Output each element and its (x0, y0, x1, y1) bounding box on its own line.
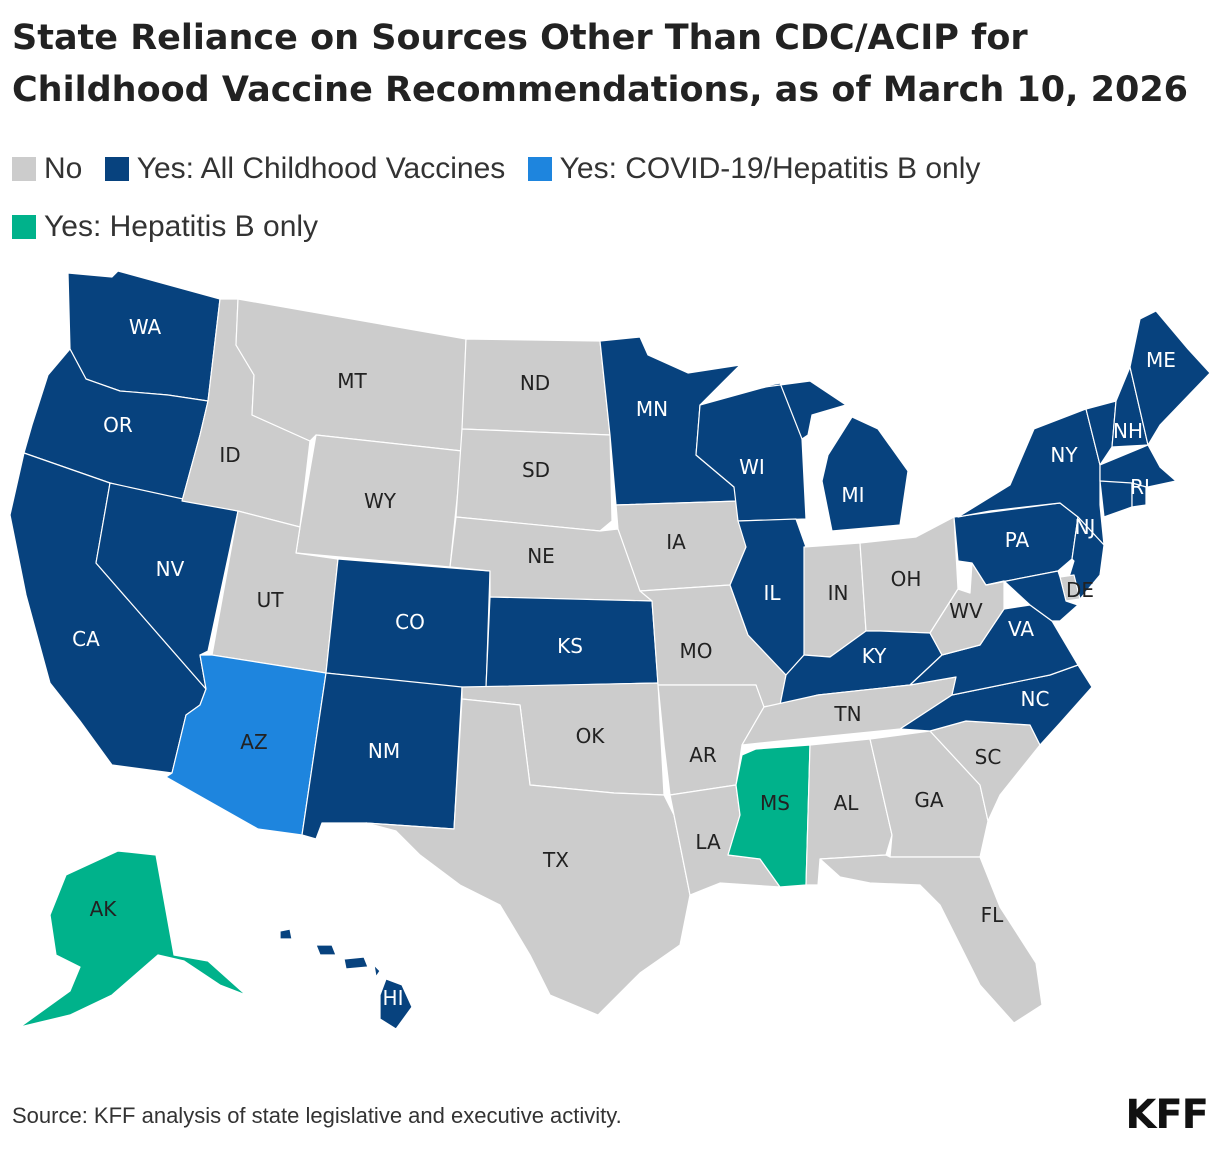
state-TX[interactable] (365, 698, 691, 1016)
state-label-WV: WV (949, 599, 983, 623)
state-label-MN: MN (636, 397, 668, 421)
state-label-FL: FL (981, 903, 1005, 927)
legend-swatch-hepb-only (12, 215, 36, 239)
state-MI[interactable] (749, 380, 909, 532)
state-label-MI: MI (841, 483, 864, 507)
state-label-KY: KY (862, 644, 887, 668)
legend-label-hepb-only: Yes: Hepatitis B only (44, 210, 319, 243)
state-CT[interactable] (1099, 480, 1133, 518)
state-label-MT: MT (337, 369, 367, 393)
state-NY[interactable] (957, 408, 1105, 546)
state-label-IN: IN (828, 581, 849, 605)
legend: No Yes: All Childhood Vaccines Yes: COVI… (12, 140, 1202, 256)
state-label-MO: MO (680, 639, 713, 663)
state-label-LA: LA (695, 830, 721, 854)
state-label-ND: ND (520, 371, 550, 395)
state-label-RI: RI (1130, 475, 1150, 499)
legend-label-all-vaccines: Yes: All Childhood Vaccines (136, 152, 506, 185)
state-label-GA: GA (914, 788, 943, 812)
state-label-MS: MS (760, 791, 790, 815)
state-AR[interactable] (657, 684, 765, 796)
chart-title: State Reliance on Sources Other Than CDC… (12, 18, 1189, 110)
state-label-CA: CA (72, 627, 100, 651)
state-HI[interactable] (279, 928, 413, 1030)
state-label-IL: IL (763, 581, 781, 605)
state-NM[interactable] (301, 672, 463, 840)
legend-swatch-all-vaccines (104, 157, 129, 181)
state-label-OR: OR (103, 413, 133, 437)
state-label-NV: NV (156, 557, 185, 581)
state-label-NJ: NJ (1075, 515, 1096, 539)
state-label-OH: OH (891, 567, 922, 591)
state-label-VA: VA (1008, 617, 1034, 641)
state-label-AZ: AZ (240, 730, 267, 754)
legend-swatch-covid-hepb (527, 157, 552, 181)
state-FL[interactable] (819, 854, 1043, 1024)
state-MD[interactable] (985, 570, 1079, 622)
state-label-NC: NC (1021, 687, 1050, 711)
state-label-SD: SD (522, 458, 550, 482)
state-label-AR: AR (689, 743, 717, 767)
state-label-UT: UT (257, 588, 285, 612)
state-AK[interactable] (19, 850, 247, 1028)
state-label-HI: HI (383, 986, 404, 1010)
legend-label-covid-hepb: Yes: COVID-19/Hepatitis B only (559, 152, 981, 185)
source-note: Source: KFF analysis of state legislativ… (12, 1103, 622, 1128)
state-label-WA: WA (129, 315, 162, 339)
us-map: WA OR CA NV ID MT WY UT AZ CO NM ND SD NE KS OK TX MN IA MO… (9, 270, 1211, 1030)
state-label-NE: NE (527, 544, 555, 568)
state-label-TN: TN (833, 702, 861, 726)
legend-item-all-vaccines[interactable]: Yes: All Childhood Vaccines (104, 140, 506, 198)
state-label-IA: IA (666, 530, 686, 554)
legend-item-hepb-only[interactable]: Yes: Hepatitis B only (12, 198, 318, 256)
state-label-ME: ME (1146, 348, 1176, 372)
state-label-KS: KS (557, 634, 583, 658)
state-label-CO: CO (395, 610, 425, 634)
state-label-NY: NY (1050, 443, 1078, 467)
state-label-OK: OK (576, 724, 606, 748)
state-ME[interactable] (1129, 310, 1211, 446)
state-label-NM: NM (368, 739, 400, 763)
state-label-DE: DE (1066, 578, 1094, 602)
legend-swatch-no (12, 157, 36, 181)
state-label-AL: AL (834, 791, 860, 815)
legend-item-covid-hepb[interactable]: Yes: COVID-19/Hepatitis B only (527, 140, 981, 198)
state-label-PA: PA (1005, 528, 1030, 552)
state-label-AK: AK (90, 897, 118, 921)
state-label-ID: ID (219, 443, 240, 467)
state-label-WI: WI (739, 455, 765, 479)
state-WY[interactable] (295, 434, 463, 568)
state-label-SC: SC (975, 745, 1002, 769)
state-RI[interactable] (1131, 482, 1147, 508)
state-labels: WA OR CA NV ID MT WY UT AZ CO NM ND SD NE KS OK TX MN IA MO… (72, 315, 1176, 1010)
kff-logo: KFF (1125, 1092, 1209, 1138)
state-label-NH: NH (1113, 419, 1143, 443)
legend-item-no[interactable]: No (12, 140, 82, 198)
state-label-TX: TX (542, 848, 569, 872)
legend-label-no: No (44, 152, 83, 185)
state-label-WY: WY (364, 489, 397, 513)
state-SD[interactable] (455, 428, 613, 532)
